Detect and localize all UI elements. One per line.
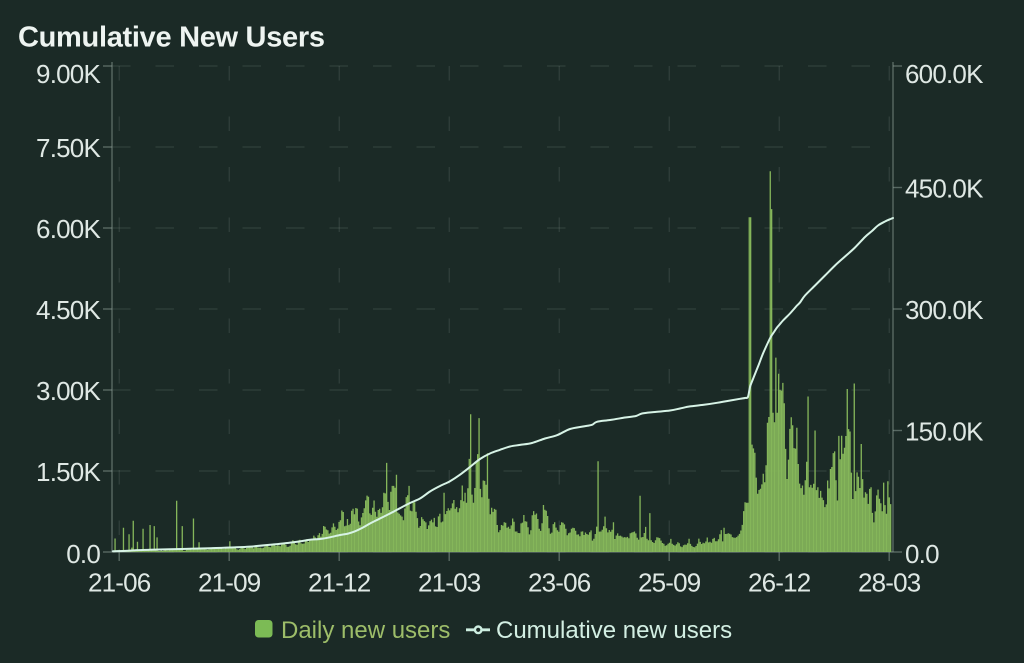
svg-text:3.00K: 3.00K — [36, 376, 101, 406]
svg-text:600.0K: 600.0K — [905, 59, 984, 89]
svg-text:450.0K: 450.0K — [905, 174, 984, 204]
svg-text:300.0K: 300.0K — [905, 295, 984, 325]
svg-text:7.50K: 7.50K — [36, 133, 101, 163]
svg-text:1.50K: 1.50K — [36, 457, 101, 487]
svg-text:0.0: 0.0 — [905, 539, 939, 569]
svg-text:Cumulative new users: Cumulative new users — [496, 617, 732, 644]
svg-text:4.50K: 4.50K — [36, 295, 101, 325]
svg-text:26-12: 26-12 — [748, 568, 811, 598]
svg-text:23-06: 23-06 — [528, 568, 591, 598]
svg-text:21-09: 21-09 — [198, 568, 261, 598]
svg-text:Daily new users: Daily new users — [281, 617, 450, 644]
svg-text:21-06: 21-06 — [88, 568, 151, 598]
svg-text:28-03: 28-03 — [858, 568, 921, 598]
svg-text:0.0: 0.0 — [66, 539, 100, 569]
svg-text:Cumulative New Users: Cumulative New Users — [18, 22, 325, 54]
svg-text:25-09: 25-09 — [638, 568, 701, 598]
svg-text:9.00K: 9.00K — [36, 59, 101, 89]
svg-text:21-03: 21-03 — [418, 568, 481, 598]
svg-text:6.00K: 6.00K — [36, 214, 101, 244]
svg-text:150.0K: 150.0K — [905, 417, 984, 447]
svg-text:21-12: 21-12 — [308, 568, 371, 598]
